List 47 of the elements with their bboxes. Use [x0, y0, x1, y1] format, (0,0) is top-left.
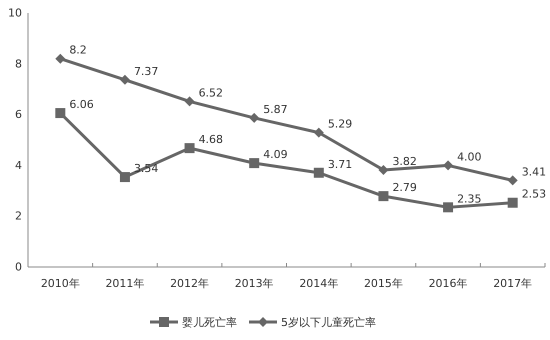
- point: [249, 112, 260, 123]
- data-label: 2.53: [522, 188, 546, 201]
- legend-label: 5岁以下儿童死亡率: [281, 316, 376, 329]
- data-label: 3.71: [328, 158, 352, 171]
- y-tick-label: 0: [15, 260, 22, 274]
- data-label: 6.06: [69, 98, 94, 112]
- data-label: 5.29: [328, 118, 352, 131]
- x-tick-label: 2016年: [428, 277, 468, 290]
- x-tick-label: 2013年: [234, 277, 274, 290]
- data-label: 5.87: [263, 102, 288, 116]
- data-label: 6.52: [198, 86, 224, 100]
- point: [55, 108, 66, 118]
- data-label: 2.35: [457, 192, 482, 206]
- x-tick-label: 2012年: [170, 277, 210, 290]
- point: [378, 191, 388, 202]
- x-tick-label: 2014年: [299, 277, 338, 290]
- data-label: 3.41: [522, 165, 546, 178]
- x-tick-label: 2010年: [40, 277, 80, 290]
- data-label: 8.2: [69, 44, 87, 57]
- point: [55, 54, 66, 64]
- x-tick-label: 2015年: [364, 277, 403, 290]
- point: [184, 143, 195, 154]
- y-tick-label: 2: [15, 210, 22, 223]
- x-tick-label: 2011年: [105, 277, 144, 290]
- point: [443, 202, 454, 212]
- point: [508, 175, 518, 186]
- point: [314, 168, 324, 178]
- data-label: 7.37: [134, 64, 158, 78]
- legend-label: 婴儿死亡率: [182, 316, 237, 329]
- point: [184, 96, 195, 106]
- data-label: 2.79: [392, 181, 417, 194]
- y-tick-label: 10: [8, 6, 22, 20]
- point: [443, 160, 454, 170]
- point: [508, 198, 518, 208]
- point: [120, 172, 130, 182]
- y-tick-label: 8: [15, 57, 22, 70]
- point: [120, 74, 130, 85]
- data-label: 4.00: [457, 150, 482, 164]
- x-tick-label: 2017年: [493, 277, 532, 290]
- y-tick-label: 6: [15, 108, 22, 122]
- data-label: 4.68: [198, 133, 224, 146]
- point: [378, 164, 388, 175]
- data-label: 3.82: [392, 154, 417, 168]
- y-tick-label: 4: [15, 158, 22, 172]
- point: [314, 128, 324, 138]
- data-label: 4.09: [263, 148, 288, 162]
- point: [249, 158, 260, 168]
